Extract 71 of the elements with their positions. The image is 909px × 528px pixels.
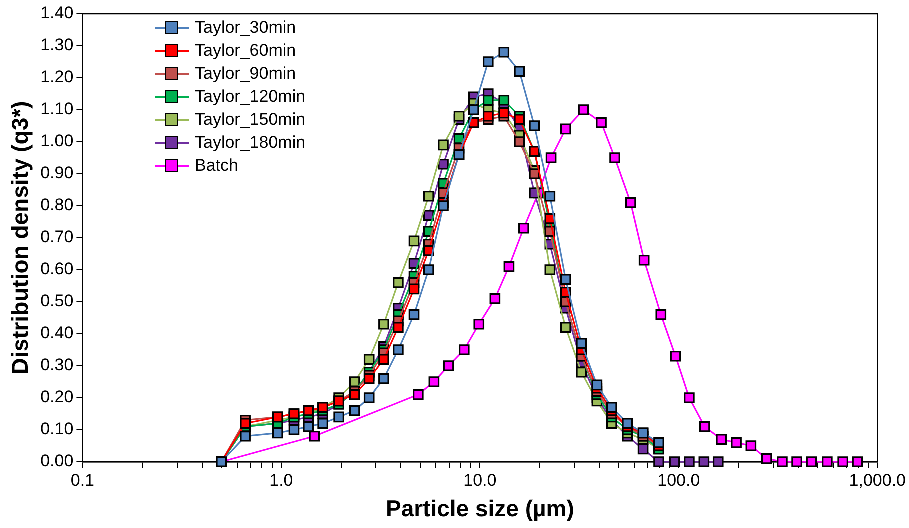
- point: [438, 140, 449, 151]
- y-tick-label: 0.80: [40, 196, 74, 215]
- point: [349, 389, 360, 400]
- x-tick-label: 0.1: [70, 470, 95, 490]
- point: [576, 338, 588, 349]
- legend-label: Taylor_180min: [195, 132, 306, 152]
- y-tick-label: 0.70: [40, 228, 74, 247]
- point: [592, 380, 603, 391]
- point: [423, 264, 434, 276]
- legend-label: Taylor_60min: [195, 40, 296, 60]
- y-tick-label: 0.10: [40, 420, 74, 439]
- point: [318, 418, 328, 429]
- point: [712, 456, 724, 468]
- y-tick-label: 0.60: [40, 260, 74, 279]
- point: [393, 344, 404, 356]
- point: [272, 428, 284, 439]
- point: [364, 373, 375, 384]
- point: [498, 47, 510, 58]
- point: [334, 412, 344, 423]
- y-tick-label: 1.00: [40, 132, 74, 151]
- y-tick-label: 0.30: [40, 356, 74, 375]
- y-tick-label: 0.50: [40, 292, 74, 311]
- point: [560, 322, 572, 333]
- y-tick-label: 0.90: [40, 164, 74, 183]
- point: [378, 354, 390, 365]
- point: [560, 274, 572, 285]
- point: [364, 354, 375, 365]
- y-tick-label: 1.30: [40, 36, 74, 55]
- point: [393, 277, 404, 288]
- y-tick-label: 1.10: [40, 100, 74, 119]
- point: [529, 120, 540, 132]
- point: [514, 66, 526, 77]
- y-tick-label: 1.40: [40, 4, 74, 23]
- point: [544, 191, 556, 202]
- y-axis-title: Distribution density (q3*): [7, 101, 34, 375]
- point: [622, 418, 634, 429]
- point: [576, 367, 588, 378]
- point: [378, 319, 390, 330]
- point: [408, 309, 420, 320]
- point: [454, 111, 465, 122]
- point: [544, 264, 556, 276]
- x-tick-label: 1,000.0: [849, 470, 906, 490]
- x-tick-label: 1.0: [270, 470, 294, 490]
- point: [349, 405, 360, 416]
- point: [303, 421, 314, 432]
- legend-label: Taylor_90min: [195, 64, 296, 84]
- legend-label: Batch: [195, 156, 238, 176]
- point: [423, 210, 434, 221]
- point: [393, 322, 404, 333]
- point: [514, 114, 526, 125]
- point: [364, 392, 375, 404]
- y-tick-label: 0.20: [40, 388, 74, 407]
- point: [408, 284, 420, 295]
- x-axis-title: Particle size (µm): [386, 496, 574, 522]
- point: [529, 168, 540, 180]
- legend-label: Taylor_150min: [195, 110, 306, 130]
- x-tick-label: 100.0: [658, 470, 700, 490]
- point: [514, 136, 526, 148]
- point: [378, 373, 390, 384]
- point: [408, 236, 420, 247]
- x-tick-label: 10.0: [464, 470, 497, 490]
- point: [438, 200, 449, 212]
- legend-label: Taylor_120min: [195, 86, 306, 106]
- point: [498, 95, 510, 106]
- legend-label: Taylor_30min: [195, 18, 296, 38]
- y-tick-label: 0.00: [40, 452, 74, 471]
- y-tick-label: 0.40: [40, 324, 74, 343]
- y-tick-label: 1.20: [40, 68, 74, 87]
- point: [438, 159, 449, 170]
- point: [606, 402, 618, 413]
- point: [423, 191, 434, 202]
